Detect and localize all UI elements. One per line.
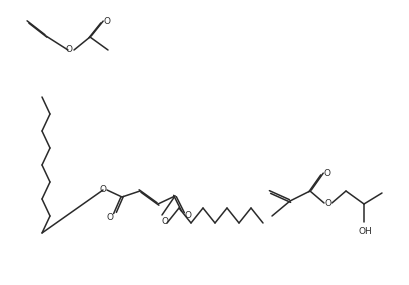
Text: O: O bbox=[323, 170, 330, 178]
Text: O: O bbox=[161, 217, 168, 225]
Text: O: O bbox=[184, 211, 191, 219]
Text: O: O bbox=[106, 213, 113, 223]
Text: O: O bbox=[103, 17, 110, 27]
Text: O: O bbox=[99, 186, 106, 194]
Text: OH: OH bbox=[357, 227, 371, 235]
Text: O: O bbox=[65, 46, 72, 54]
Text: O: O bbox=[324, 198, 331, 207]
